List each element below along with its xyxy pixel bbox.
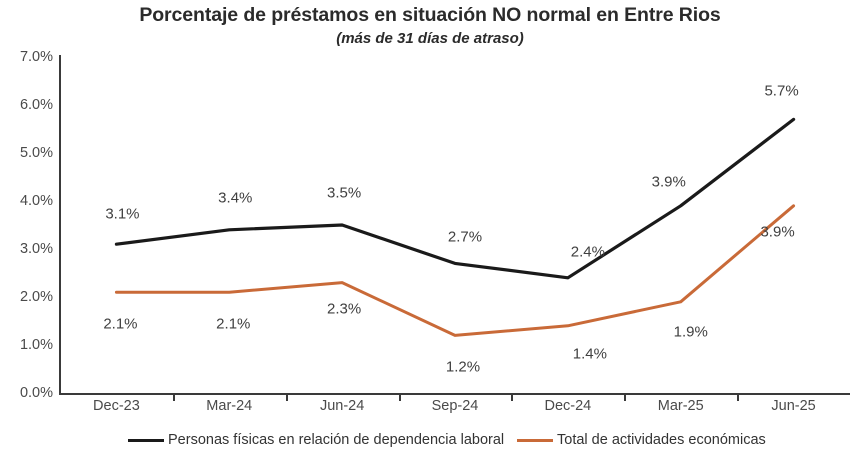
- x-tick-label: Dec-23: [93, 398, 140, 414]
- data-point-label: 3.1%: [105, 205, 140, 223]
- y-tick-label: 3.0%: [19, 241, 53, 257]
- y-tick-label: 1.0%: [19, 337, 53, 353]
- x-tick-mark: [398, 393, 401, 401]
- data-point-label: 1.4%: [572, 345, 607, 363]
- data-point-label: 2.4%: [570, 243, 605, 261]
- chart-subtitle: (más de 31 días de atraso): [336, 30, 524, 47]
- legend-line-icon: [517, 438, 553, 442]
- y-tick-label: 2.0%: [19, 289, 53, 305]
- legend-label: Total de actividades económicas: [557, 432, 766, 448]
- y-axis-tick-labels: 0.0% 1.0% 2.0% 3.0% 4.0% 5.0% 6.0% 7.0%: [0, 0, 53, 460]
- x-tick-label: Jun-24: [319, 398, 365, 414]
- y-axis-line: [59, 55, 61, 395]
- x-tick-label: Jun-25: [771, 398, 816, 414]
- x-tick-mark: [172, 393, 175, 401]
- x-tick-mark: [511, 393, 514, 401]
- x-tick-label: Dec-24: [544, 398, 592, 414]
- data-point-label: 3.4%: [218, 189, 253, 207]
- x-tick-mark: [285, 393, 288, 401]
- data-point-label: 2.1%: [216, 315, 251, 333]
- data-point-label: 3.5%: [327, 184, 362, 202]
- data-point-label: 5.7%: [764, 82, 799, 100]
- y-tick-label: 7.0%: [19, 49, 53, 65]
- y-tick-label: 6.0%: [19, 97, 53, 113]
- y-tick-label: 0.0%: [19, 385, 53, 401]
- data-point-label: 1.9%: [673, 323, 708, 341]
- x-tick-label: Mar-24: [206, 398, 253, 414]
- data-point-label: 2.3%: [327, 300, 362, 318]
- data-point-label: 2.1%: [103, 315, 138, 333]
- x-tick-label: Sep-24: [431, 398, 479, 414]
- x-tick-label: Mar-25: [657, 398, 704, 414]
- y-tick-label: 5.0%: [19, 145, 53, 161]
- legend-label: Personas físicas en relación de dependen…: [168, 432, 505, 448]
- x-axis-line: [59, 393, 850, 395]
- data-point-label: 1.2%: [445, 358, 481, 376]
- x-tick-mark: [624, 393, 627, 401]
- y-tick-label: 4.0%: [19, 193, 53, 209]
- data-point-label: 3.9%: [760, 223, 795, 241]
- data-point-label: 3.9%: [651, 173, 686, 191]
- legend-entry[interactable]: Personas físicas en relación de dependen…: [128, 427, 504, 453]
- legend-line-icon: [128, 438, 164, 442]
- x-tick-mark: [737, 393, 740, 401]
- legend-entry[interactable]: Total de actividades económicas: [517, 427, 766, 453]
- chart-title: Porcentaje de préstamos en situación NO …: [139, 4, 721, 26]
- data-point-label: 2.7%: [447, 228, 483, 246]
- chart-legend: Personas físicas en relación de dependen…: [0, 427, 860, 453]
